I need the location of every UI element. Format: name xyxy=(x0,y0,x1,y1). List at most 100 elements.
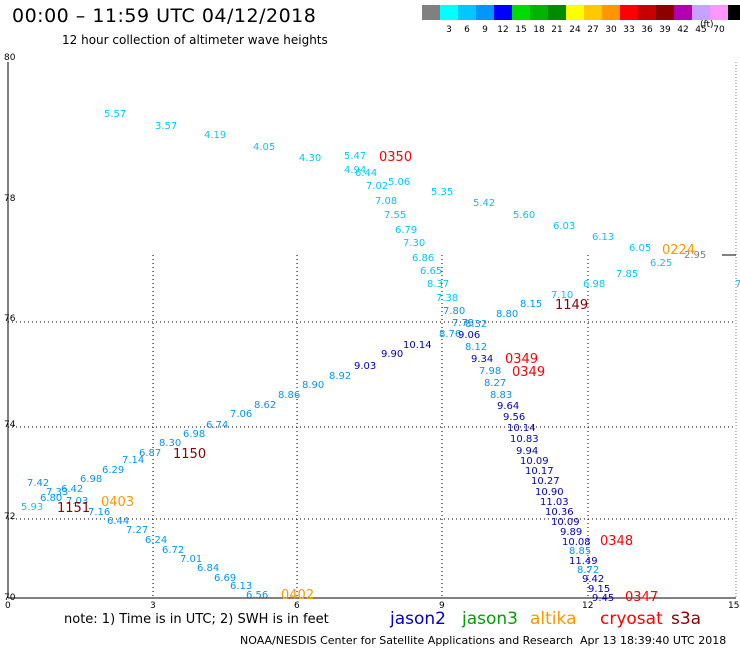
wave-height-label: 6.13 xyxy=(592,232,615,243)
wave-height-label: 7.55 xyxy=(384,210,407,221)
color-scale-swatch xyxy=(728,5,740,20)
color-scale-swatch xyxy=(422,5,440,20)
wave-height-label: 8.12 xyxy=(465,342,488,353)
wave-height-label: 10.09 xyxy=(551,517,580,528)
wave-height-label: 6.79 xyxy=(395,225,418,236)
wave-height-label: 8.80 xyxy=(496,309,519,320)
wave-height-label: 6.13 xyxy=(230,581,253,592)
wave-height-label: 3.57 xyxy=(155,121,178,132)
color-scale-swatch xyxy=(656,5,674,20)
wave-height-label: 6.69 xyxy=(214,573,237,584)
wave-height-label: 10.90 xyxy=(535,487,564,498)
pass-time-label: 0224 xyxy=(662,243,696,258)
lon-label: 15 xyxy=(728,601,740,611)
credit-line: NOAA/NESDIS Center for Satellite Applica… xyxy=(240,634,574,647)
wave-height-label: 7.73 xyxy=(452,318,475,329)
wave-height-label: 8.72 xyxy=(577,565,600,576)
color-scale-swatch xyxy=(692,5,710,20)
wave-height-label: 10.08 xyxy=(562,537,591,548)
wave-height-label: 6.42 xyxy=(61,484,84,495)
pass-time-label: 0349 xyxy=(505,352,539,367)
wave-height-label: 10.09 xyxy=(520,456,549,467)
wave-height-label: 6.65 xyxy=(420,266,443,277)
wave-height-label: 4.05 xyxy=(253,142,276,153)
color-scale-swatch xyxy=(512,5,530,20)
lon-label: 0 xyxy=(5,601,11,611)
wave-height-label: 9.94 xyxy=(516,446,539,457)
wave-height-label: 7.10 xyxy=(551,290,574,301)
color-scale-swatch xyxy=(638,5,656,20)
lat-label: 76 xyxy=(4,314,16,324)
color-scale-label: 39 xyxy=(659,25,671,35)
pass-time-label: 0349 xyxy=(512,365,546,380)
color-scale-swatch xyxy=(440,5,458,20)
wave-height-label: 4.30 xyxy=(299,153,322,164)
color-scale-unit: (ft) xyxy=(700,20,714,30)
color-scale-swatch xyxy=(458,5,476,20)
wave-height-label: 7.01 xyxy=(180,554,203,565)
wave-height-label: 9.06 xyxy=(458,330,481,341)
wave-height-label: 6.86 xyxy=(412,253,435,264)
wave-height-label: 7.06 xyxy=(230,409,253,420)
wave-height-label: 8.32 xyxy=(465,319,488,330)
wave-height-label: 7.80 xyxy=(443,306,466,317)
wave-height-label: 7.30 xyxy=(403,238,426,249)
color-scale-label: 9 xyxy=(482,25,488,35)
wave-height-label: 7.85 xyxy=(616,269,639,280)
color-scale-swatch xyxy=(548,5,566,20)
color-scale-swatch xyxy=(584,5,602,20)
pass-time-label: 0403 xyxy=(101,495,135,510)
wave-height-label: 6.29 xyxy=(102,465,125,476)
wave-height-label: 8.37 xyxy=(427,279,450,290)
wave-height-label: 9.64 xyxy=(497,401,520,412)
wave-height-label: 7.33 xyxy=(46,487,69,498)
color-scale-swatch xyxy=(566,5,584,20)
color-scale-label: 24 xyxy=(569,25,581,35)
wave-height-label: 8.62 xyxy=(254,400,277,411)
wave-height-label: 8.86 xyxy=(278,390,301,401)
wave-height-label: 6.03 xyxy=(553,221,576,232)
wave-height-label: 8.85 xyxy=(569,546,592,557)
wave-height-label: 5.42 xyxy=(473,198,496,209)
legend-jason3: jason3 xyxy=(462,609,518,629)
color-scale-label: 21 xyxy=(551,25,563,35)
wave-height-label: 10.14 xyxy=(507,423,536,434)
wave-height-label: 9.42 xyxy=(582,574,605,585)
wave-height-label: 6.05 xyxy=(629,243,652,254)
wave-height-label: 10.17 xyxy=(525,466,554,477)
wave-height-label: 6.87 xyxy=(139,448,162,459)
wave-height-label: 6.56 xyxy=(246,590,269,601)
wave-height-label: 6.25 xyxy=(650,258,673,269)
wave-height-label: 8.76 xyxy=(439,329,462,340)
wave-height-label: 5.60 xyxy=(513,210,536,221)
wave-height-label: 6.80 xyxy=(40,493,63,504)
wave-height-label: 6.98 xyxy=(583,279,606,290)
wave-height-label: 4.19 xyxy=(204,130,227,141)
color-scale-label: 33 xyxy=(623,25,635,35)
color-scale-label: 18 xyxy=(533,25,545,35)
color-scale-swatch xyxy=(710,5,728,20)
pass-time-label: 1149 xyxy=(555,298,589,313)
wave-height-label: 6.44 xyxy=(107,516,130,527)
lat-label: 72 xyxy=(4,512,16,522)
wave-height-label: 7.42 xyxy=(27,478,50,489)
wave-height-label: 9.15 xyxy=(588,584,611,595)
color-scale-swatch xyxy=(674,5,692,20)
wave-height-label: 10.27 xyxy=(531,476,560,487)
wave-height-label: 7 xyxy=(735,279,740,290)
wave-height-label: 11.49 xyxy=(569,556,598,567)
wave-height-label: 8.92 xyxy=(329,371,352,382)
lat-label: 78 xyxy=(4,194,16,204)
page-subtitle: 12 hour collection of altimeter wave hei… xyxy=(62,33,328,47)
color-scale-label: 45 xyxy=(695,25,707,35)
color-scale-label: 27 xyxy=(587,25,599,35)
color-scale-label: 12 xyxy=(497,25,509,35)
wave-height-label: 9.03 xyxy=(354,361,377,372)
wave-height-label: 6.98 xyxy=(80,474,103,485)
color-scale-label: 36 xyxy=(641,25,653,35)
wave-height-label: 10.83 xyxy=(510,434,539,445)
generated-timestamp: Apr 13 18:39:40 UTC 2018 xyxy=(580,634,727,647)
legend-cryosat: cryosat xyxy=(600,609,663,629)
lon-label: 9 xyxy=(439,601,445,611)
